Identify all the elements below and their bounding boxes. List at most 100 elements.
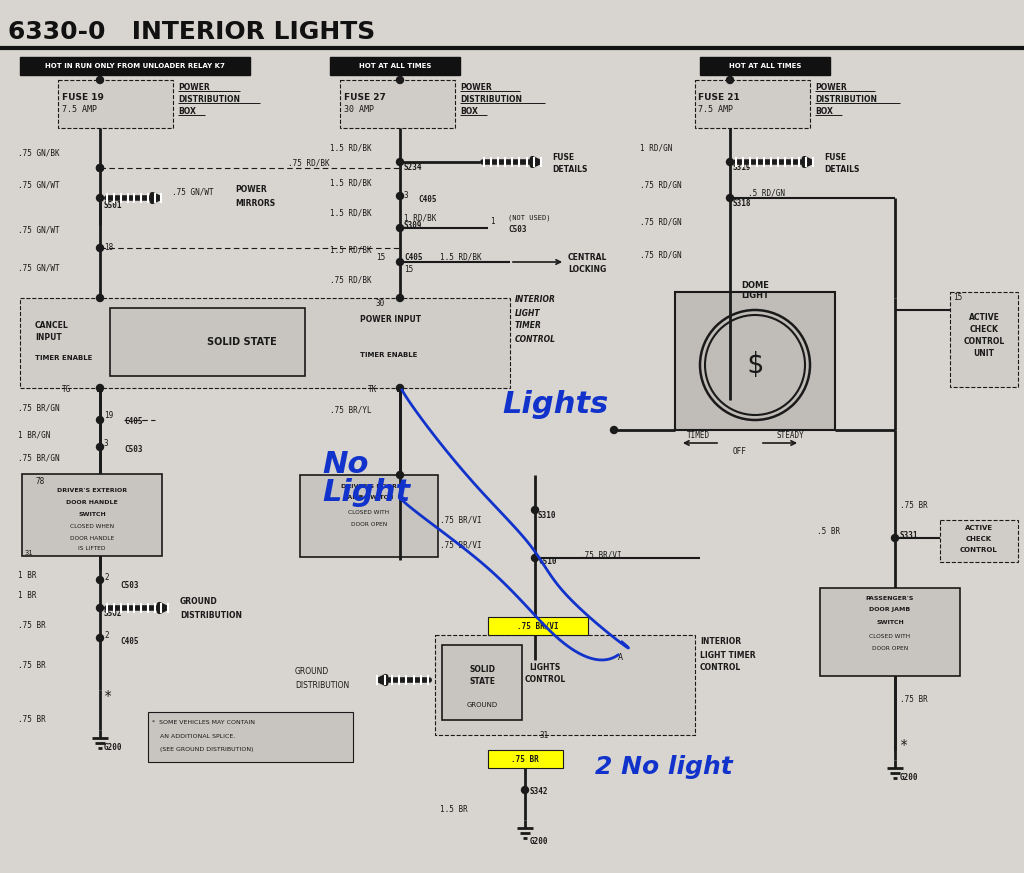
Text: ACTIVE: ACTIVE bbox=[969, 313, 999, 322]
Text: DISTRIBUTION: DISTRIBUTION bbox=[295, 680, 349, 690]
Text: POWER INPUT: POWER INPUT bbox=[360, 315, 421, 325]
Text: DOOR HANDLE: DOOR HANDLE bbox=[67, 499, 118, 505]
Text: LIGHT: LIGHT bbox=[741, 292, 769, 300]
Circle shape bbox=[396, 294, 403, 301]
Text: Lights: Lights bbox=[502, 390, 608, 419]
Text: .75 BR/VI: .75 BR/VI bbox=[440, 515, 481, 525]
Circle shape bbox=[726, 195, 733, 202]
Text: OFF: OFF bbox=[733, 448, 746, 457]
Text: LIGHT: LIGHT bbox=[515, 308, 541, 318]
Text: LIGHTS: LIGHTS bbox=[529, 663, 560, 672]
Text: DISTRIBUTION: DISTRIBUTION bbox=[460, 95, 522, 105]
Text: ACTIVE: ACTIVE bbox=[965, 525, 993, 531]
Text: BOX: BOX bbox=[460, 107, 478, 116]
Text: 7.5 AMP: 7.5 AMP bbox=[62, 106, 97, 114]
Text: CLOSED WITH: CLOSED WITH bbox=[869, 634, 910, 638]
Circle shape bbox=[96, 244, 103, 251]
Text: .5 RD/GN: .5 RD/GN bbox=[748, 189, 785, 197]
Text: C405: C405 bbox=[404, 253, 423, 263]
Text: TIMER ENABLE: TIMER ENABLE bbox=[360, 352, 418, 358]
Text: CONTROL: CONTROL bbox=[515, 334, 556, 343]
Text: $: $ bbox=[746, 351, 763, 379]
Text: S319: S319 bbox=[733, 162, 752, 171]
Text: GROUND: GROUND bbox=[180, 597, 218, 607]
Text: DISTRIBUTION: DISTRIBUTION bbox=[815, 95, 877, 105]
Text: UNIT: UNIT bbox=[974, 349, 994, 359]
Text: .75 RD/GN: .75 RD/GN bbox=[640, 251, 682, 259]
Text: *: * bbox=[900, 738, 908, 752]
Text: SWITCH: SWITCH bbox=[78, 512, 105, 517]
Text: DOOR HANDLE: DOOR HANDLE bbox=[70, 535, 114, 540]
Circle shape bbox=[531, 554, 539, 561]
Bar bbox=[110, 308, 305, 376]
Text: 7.5 AMP: 7.5 AMP bbox=[698, 106, 733, 114]
Bar bbox=[20, 57, 250, 75]
Text: DISTRIBUTION: DISTRIBUTION bbox=[178, 95, 240, 105]
Text: 19: 19 bbox=[104, 410, 114, 420]
Text: DOME: DOME bbox=[741, 280, 769, 290]
Text: POWER: POWER bbox=[178, 84, 210, 93]
Text: DOOR OPEN: DOOR OPEN bbox=[351, 521, 387, 526]
Circle shape bbox=[396, 384, 403, 391]
Bar bbox=[148, 712, 353, 762]
Circle shape bbox=[96, 635, 103, 642]
Text: INTERIOR: INTERIOR bbox=[700, 637, 741, 647]
Text: S309: S309 bbox=[404, 221, 423, 230]
Text: CHECK: CHECK bbox=[966, 536, 992, 542]
Text: DETAILS: DETAILS bbox=[824, 166, 859, 175]
Bar bbox=[488, 750, 563, 768]
Text: .75 BR: .75 BR bbox=[18, 661, 46, 670]
Text: 78: 78 bbox=[35, 478, 44, 486]
Text: .75 BR: .75 BR bbox=[18, 621, 46, 629]
Bar bbox=[950, 292, 1018, 387]
Text: 31: 31 bbox=[25, 550, 34, 556]
Bar bbox=[675, 292, 835, 430]
Text: GROUND: GROUND bbox=[467, 702, 498, 708]
Bar bbox=[940, 520, 1018, 562]
Text: CHECK: CHECK bbox=[970, 326, 998, 334]
Bar bbox=[820, 588, 961, 676]
Text: (NOT USED): (NOT USED) bbox=[508, 215, 551, 221]
Circle shape bbox=[892, 534, 898, 541]
Circle shape bbox=[96, 195, 103, 202]
Text: S331: S331 bbox=[900, 531, 919, 540]
Text: BOX: BOX bbox=[178, 107, 196, 116]
Circle shape bbox=[96, 443, 103, 450]
Text: G200: G200 bbox=[900, 773, 919, 782]
Bar bbox=[695, 80, 810, 128]
Text: CENTRAL: CENTRAL bbox=[568, 252, 607, 262]
Circle shape bbox=[96, 604, 103, 611]
Text: IS LIFTED: IS LIFTED bbox=[78, 546, 105, 552]
Text: 18: 18 bbox=[104, 244, 114, 252]
Text: FUSE 27: FUSE 27 bbox=[344, 93, 386, 101]
Text: GROUND: GROUND bbox=[295, 668, 330, 677]
Text: 1 BR: 1 BR bbox=[18, 590, 37, 600]
Circle shape bbox=[396, 77, 403, 84]
Bar bbox=[300, 475, 438, 557]
Text: C405: C405 bbox=[120, 637, 138, 647]
Text: AN ADDITIONAL SPLICE.: AN ADDITIONAL SPLICE. bbox=[152, 733, 236, 739]
Text: 15: 15 bbox=[376, 253, 385, 263]
Text: FUSE 19: FUSE 19 bbox=[62, 93, 103, 101]
Text: CLOSED WHEN: CLOSED WHEN bbox=[70, 525, 114, 530]
Text: TIMER ENABLE: TIMER ENABLE bbox=[35, 355, 92, 361]
Text: 1.5 RD/BK: 1.5 RD/BK bbox=[330, 245, 372, 255]
Text: S234: S234 bbox=[404, 163, 423, 173]
Text: .75 RD/GN: .75 RD/GN bbox=[640, 217, 682, 226]
Circle shape bbox=[96, 416, 103, 423]
Text: S501: S501 bbox=[104, 201, 123, 210]
Circle shape bbox=[726, 159, 733, 166]
Text: 30: 30 bbox=[376, 299, 385, 307]
Text: C503: C503 bbox=[120, 581, 138, 589]
Text: CANCEL: CANCEL bbox=[35, 320, 69, 329]
Text: .75 RD/GN: .75 RD/GN bbox=[640, 181, 682, 189]
Text: FUSE: FUSE bbox=[552, 153, 574, 162]
Text: S310: S310 bbox=[538, 511, 556, 519]
Text: 2: 2 bbox=[104, 574, 109, 582]
Text: No: No bbox=[322, 450, 369, 479]
Circle shape bbox=[521, 787, 528, 794]
Circle shape bbox=[96, 294, 103, 301]
Text: SOLID: SOLID bbox=[469, 665, 495, 675]
Text: 1: 1 bbox=[490, 217, 495, 226]
Text: .75 BR/VI: .75 BR/VI bbox=[517, 622, 559, 630]
